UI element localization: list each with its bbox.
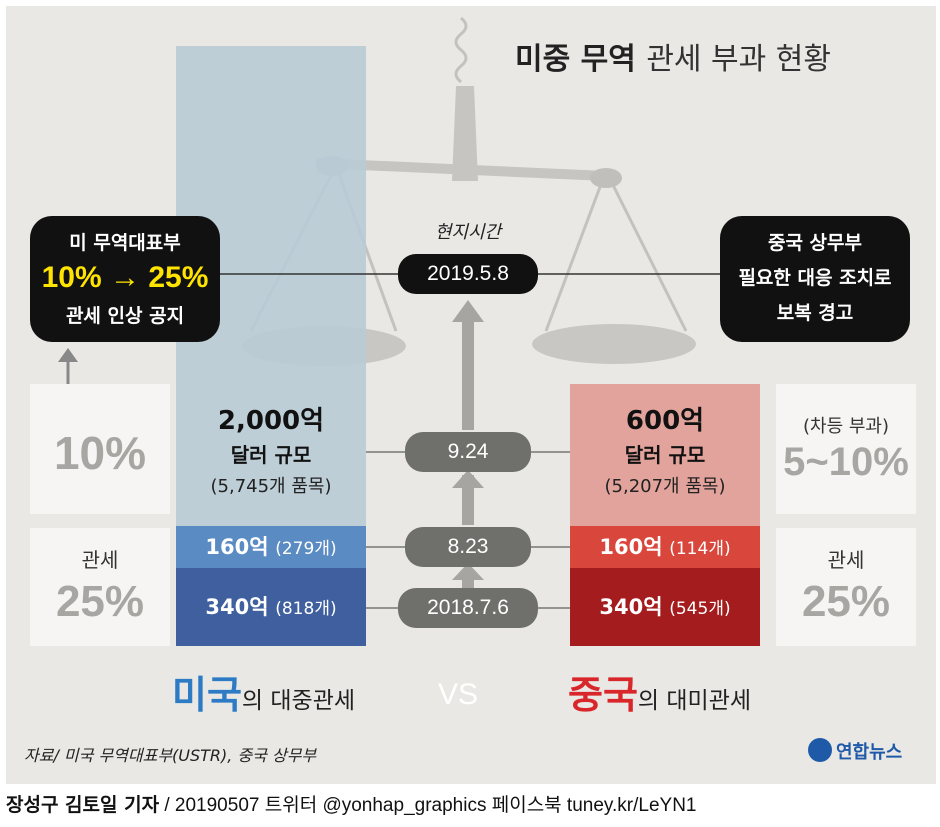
footer-rest: / 20190507 트위터 @yonhap_graphics 페이스북 tun… <box>159 795 697 816</box>
china-tier-bot-items: (545개) <box>669 599 731 619</box>
china-tier-bot: 340억 (545개) <box>570 568 760 646</box>
date-2018-7-6: 2018.7.6 <box>398 588 538 628</box>
china-diff-rate-box: (차등 부과) 5~10% <box>776 384 916 514</box>
china-caption-big: 중국 <box>568 673 638 717</box>
china-tier-mid-items: (114개) <box>669 539 731 559</box>
us-tier-mid-amount: 160억 <box>205 535 269 559</box>
us-announcement-box: 미 무역대표부 10% → 25% 관세 인상 공지 <box>30 216 220 342</box>
us-prev-rate: 10% <box>53 427 147 479</box>
footer-byline: 장성구 김토일 기자 <box>6 794 160 816</box>
us-tier-top-items: (5,745개 품목) <box>210 476 332 497</box>
us-tier-top-unit: 달러 규모 <box>230 443 312 467</box>
footer-credit: 장성구 김토일 기자 / 20190507 트위터 @yonhap_graphi… <box>6 790 696 817</box>
us-tier-top-amount: 2,000억 <box>217 406 325 436</box>
title-bold: 미중 무역 <box>515 42 636 77</box>
us-caption: 미국의 대중관세 <box>172 664 355 719</box>
us-tariff-rate: 25% <box>55 577 145 626</box>
us-tier-mid-items: (279개) <box>275 539 337 559</box>
china-tariff-rate: 25% <box>801 577 891 626</box>
us-tier-top-label: 2,000억 달러 규모 (5,745개 품목) <box>176 400 366 498</box>
us-caption-big: 미국 <box>172 673 242 717</box>
us-announcement-rate: 10% → 25% <box>41 261 209 294</box>
source-note: 자료/ 미국 무역대표부(USTR), 중국 상무부 <box>24 746 317 765</box>
us-announcement-line1: 미 무역대표부 <box>69 232 181 254</box>
us-tier-mid: 160억 (279개) <box>176 526 366 568</box>
china-response-line3: 보복 경고 <box>776 302 854 324</box>
date-8-23: 8.23 <box>405 527 531 567</box>
china-caption: 중국의 대미관세 <box>568 664 751 719</box>
china-tier-top-label: 600억 달러 규모 (5,207개 품목) <box>570 400 760 498</box>
china-response-line2: 필요한 대응 조치로 <box>738 267 892 289</box>
yonhap-logo-icon <box>808 738 832 762</box>
china-tier-mid-amount: 160억 <box>599 535 663 559</box>
local-time-label: 현지시간 <box>434 222 502 243</box>
us-announcement-line3: 관세 인상 공지 <box>65 305 185 327</box>
date-9-24: 9.24 <box>405 432 531 472</box>
china-tariff-label: 관세 <box>827 548 865 572</box>
china-response-line1: 중국 상무부 <box>767 232 862 254</box>
china-diff-rate: 5~10% <box>783 440 909 484</box>
us-tier-bot-amount: 340억 <box>205 595 269 619</box>
china-tier-top-amount: 600억 <box>625 406 705 436</box>
yonhap-logo-text: 연합뉴스 <box>836 742 903 763</box>
vs-label: VS <box>438 678 479 711</box>
chart-title: 미중 무역 관세 부과 현황 <box>515 34 831 78</box>
china-tariff-box: 관세 25% <box>776 528 916 646</box>
china-tier-top-unit: 달러 규모 <box>624 443 706 467</box>
china-tier-top-items: (5,207개 품목) <box>604 476 726 497</box>
china-column-light <box>570 384 760 526</box>
china-diff-label: (차등 부과) <box>802 416 889 437</box>
us-tariff-box: 관세 25% <box>30 528 170 646</box>
us-tariff-label: 관세 <box>81 548 119 572</box>
us-caption-rest: 의 대중관세 <box>241 688 356 714</box>
china-tier-bot-amount: 340억 <box>599 595 663 619</box>
china-caption-rest: 의 대미관세 <box>637 688 752 714</box>
us-tier-bot-items: (818개) <box>275 599 337 619</box>
china-tier-mid: 160억 (114개) <box>570 526 760 568</box>
us-tier-bot: 340억 (818개) <box>176 568 366 646</box>
title-light: 관세 부과 현황 <box>646 42 831 77</box>
date-2019-5-8: 2019.5.8 <box>398 254 538 294</box>
us-prev-rate-box: 10% <box>30 384 170 514</box>
china-response-box: 중국 상무부 필요한 대응 조치로 보복 경고 <box>720 216 910 342</box>
